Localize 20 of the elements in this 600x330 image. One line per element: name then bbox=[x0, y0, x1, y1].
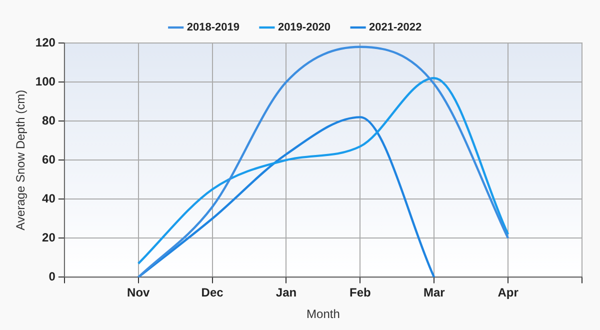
y-tick-label: 40 bbox=[42, 191, 56, 206]
y-axis-title: Average Snow Depth (cm) bbox=[14, 90, 28, 230]
line-series bbox=[137, 77, 510, 265]
x-tick-label: Feb bbox=[350, 286, 371, 300]
y-tick-label: 0 bbox=[48, 270, 56, 284]
line-series bbox=[137, 46, 510, 278]
x-tick-label: Dec bbox=[201, 286, 224, 300]
x-tick-label: Nov bbox=[127, 286, 150, 300]
y-tick-label: 20 bbox=[42, 230, 56, 244]
y-tick-label: 80 bbox=[42, 113, 56, 128]
legend-label: 2021-2022 bbox=[369, 22, 422, 34]
x-tick-label: Mar bbox=[423, 286, 446, 300]
y-tick-label: 100 bbox=[35, 74, 56, 88]
x-tick-label: Jan bbox=[276, 286, 297, 300]
y-tick-label: 120 bbox=[35, 35, 56, 50]
legend-label: 2019-2020 bbox=[278, 22, 331, 34]
y-tick-label: 60 bbox=[42, 152, 56, 166]
x-axis-title: Month bbox=[306, 307, 340, 322]
x-tick-label: Apr bbox=[498, 286, 519, 300]
legend-label: 2018-2019 bbox=[186, 22, 240, 34]
